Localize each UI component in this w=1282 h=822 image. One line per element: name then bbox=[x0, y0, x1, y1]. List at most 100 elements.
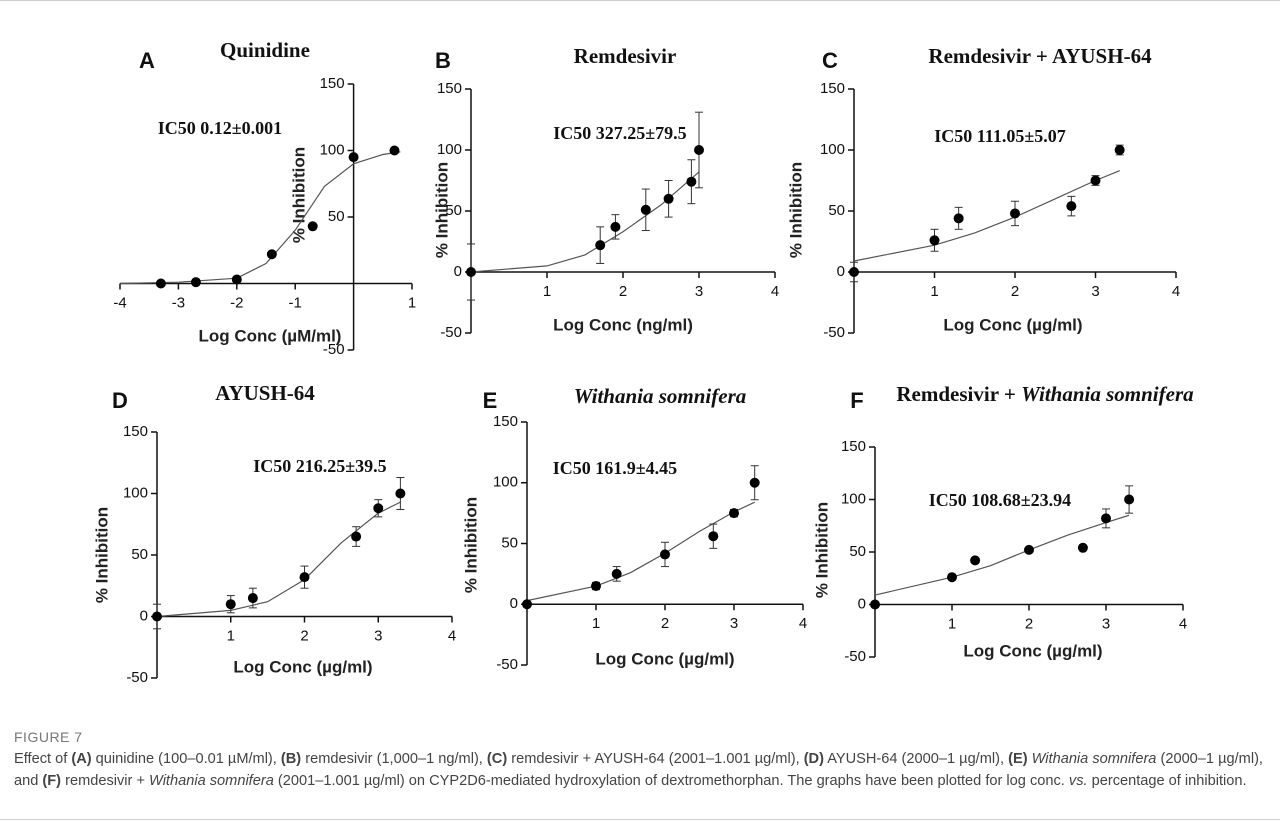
y-tick-label: 0 bbox=[858, 595, 866, 612]
x-tick-label: 2 bbox=[1025, 615, 1033, 632]
caption-part: (A) bbox=[71, 751, 92, 767]
data-point bbox=[708, 531, 719, 542]
y-axis-label: % Inhibition bbox=[432, 162, 451, 258]
y-tick-label: 150 bbox=[123, 423, 148, 440]
x-tick-label: 2 bbox=[300, 627, 308, 644]
data-point bbox=[1090, 175, 1101, 186]
data-point bbox=[640, 204, 651, 215]
ic50-annotation: IC50 161.9±4.45 bbox=[553, 458, 677, 478]
y-tick-label: 100 bbox=[437, 141, 462, 158]
title-part: Remdesivir bbox=[574, 44, 677, 68]
data-point bbox=[694, 145, 704, 155]
data-point bbox=[395, 488, 406, 499]
data-point bbox=[466, 267, 476, 277]
figure: A Quinidine IC50 0.12±0.001 Log Conc (µM/ml… bbox=[92, 38, 1193, 686]
panel-letter: A bbox=[139, 48, 155, 73]
y-tick-label: 150 bbox=[841, 438, 866, 455]
caption-part: (D) bbox=[803, 751, 824, 767]
fit-curve bbox=[526, 501, 755, 602]
y-tick-label: 50 bbox=[501, 534, 518, 551]
figure-caption: Effect of (A) quinidine (100–0.01 µM/ml)… bbox=[14, 748, 1264, 792]
y-tick-label: 150 bbox=[820, 80, 845, 97]
caption-part: AYUSH-64 (2000–1 µg/ml), bbox=[823, 751, 1009, 767]
caption-part: (C) bbox=[486, 751, 508, 767]
x-tick-label: 3 bbox=[1102, 615, 1110, 632]
ic50-annotation: IC50 111.05±5.07 bbox=[934, 126, 1065, 146]
caption-part: quinidine (100–0.01 µM/ml), bbox=[91, 751, 281, 767]
title-part: Remdesivir + bbox=[896, 382, 1021, 406]
ic50-annotation: IC50 327.25±79.5 bbox=[553, 123, 686, 143]
x-tick-label: 2 bbox=[661, 615, 669, 632]
y-tick-label: -50 bbox=[323, 341, 345, 358]
y-tick-label: 100 bbox=[320, 141, 345, 158]
caption-part: vs. bbox=[1068, 773, 1088, 789]
y-tick-label: 0 bbox=[140, 607, 148, 624]
x-tick-label: 2 bbox=[619, 283, 627, 300]
y-tick-label: 50 bbox=[849, 543, 866, 560]
title-part: Withania somnifera bbox=[1021, 382, 1194, 406]
caption-part: Withania somnifera bbox=[149, 773, 274, 789]
data-point bbox=[1024, 544, 1034, 555]
data-point bbox=[225, 599, 236, 610]
fit-curve bbox=[156, 501, 401, 618]
data-point bbox=[155, 278, 166, 289]
caption-part: remdesivir + bbox=[61, 773, 150, 789]
data-point bbox=[152, 611, 162, 622]
y-axis-label: % Inhibition bbox=[92, 507, 111, 603]
x-tick-label: 4 bbox=[1179, 615, 1187, 632]
y-tick-label: 100 bbox=[493, 474, 518, 491]
data-point bbox=[591, 581, 601, 592]
y-tick-label: -50 bbox=[440, 324, 462, 341]
caption-part: percentage of inhibition. bbox=[1087, 773, 1247, 789]
data-point bbox=[610, 221, 621, 232]
y-tick-label: 100 bbox=[123, 484, 148, 501]
data-point bbox=[611, 568, 622, 579]
y-tick-label: 50 bbox=[328, 208, 345, 225]
data-point bbox=[947, 572, 957, 583]
data-point bbox=[663, 193, 674, 204]
x-tick-label: -4 bbox=[113, 294, 126, 311]
data-point bbox=[1124, 494, 1135, 505]
x-tick-label: 1 bbox=[930, 283, 938, 300]
data-point bbox=[307, 221, 318, 232]
x-tick-label: 1 bbox=[227, 627, 235, 644]
data-point bbox=[1066, 201, 1077, 212]
ic50-annotation: IC50 108.68±23.94 bbox=[929, 490, 1071, 510]
x-tick-label: 1 bbox=[592, 615, 600, 632]
y-axis-label: % Inhibition bbox=[786, 162, 805, 258]
y-axis-label: % Inhibition bbox=[812, 502, 831, 598]
caption-part: (2000–1 µg/ml), and bbox=[14, 751, 1263, 789]
y-tick-label: 150 bbox=[437, 80, 462, 97]
x-tick-label: 3 bbox=[695, 283, 703, 300]
data-point bbox=[660, 549, 670, 560]
x-tick-label: 1 bbox=[948, 615, 956, 632]
panel-letter: C bbox=[822, 48, 838, 73]
y-tick-label: -50 bbox=[823, 324, 845, 341]
x-tick-label: 3 bbox=[730, 615, 738, 632]
y-tick-label: 100 bbox=[841, 490, 866, 507]
y-tick-label: 0 bbox=[454, 263, 462, 280]
figure-label: FIGURE 7 bbox=[14, 729, 83, 745]
panel-title: Remdesivir + AYUSH-64 bbox=[928, 44, 1152, 68]
x-tick-label: 2 bbox=[1011, 283, 1019, 300]
data-point bbox=[266, 249, 277, 260]
panel-title: Remdesivir + Withania somnifera bbox=[896, 382, 1193, 406]
x-tick-label: -2 bbox=[230, 294, 243, 311]
panel-title: Remdesivir bbox=[574, 44, 677, 68]
title-part: Remdesivir + AYUSH-64 bbox=[928, 44, 1152, 68]
data-point bbox=[247, 593, 258, 604]
data-point bbox=[729, 508, 739, 519]
x-axis-label: Log Conc (ng/ml) bbox=[553, 315, 693, 334]
caption-part: Effect of bbox=[14, 751, 72, 767]
ic50-annotation: IC50 216.25±39.5 bbox=[253, 456, 386, 476]
title-part: Withania somnifera bbox=[574, 384, 747, 408]
data-point bbox=[373, 503, 384, 514]
caption-part: (2001–1.001 µg/ml) on CYP2D6-mediated hy… bbox=[273, 773, 1069, 789]
fit-curve bbox=[874, 514, 1130, 596]
caption-part: (F) bbox=[42, 773, 62, 789]
data-point bbox=[1101, 513, 1111, 524]
x-tick-label: 1 bbox=[408, 294, 416, 311]
x-axis-label: Log Conc (µg/ml) bbox=[963, 641, 1102, 660]
caption-part: remdesivir (1,000–1 ng/ml), bbox=[301, 751, 487, 767]
data-point bbox=[389, 145, 400, 156]
